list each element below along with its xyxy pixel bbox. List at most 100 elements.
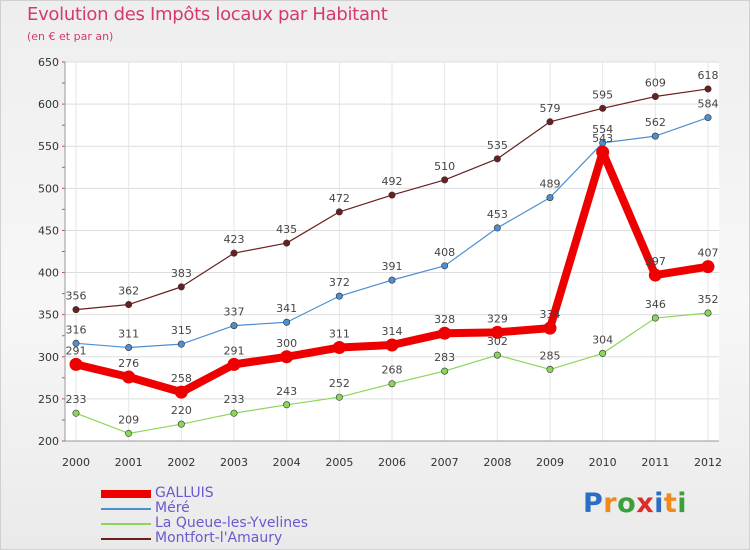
data-point — [72, 339, 80, 347]
data-point — [125, 301, 133, 309]
data-point — [283, 239, 291, 247]
data-label: 291 — [66, 344, 87, 357]
data-point — [441, 262, 449, 270]
brand-letter: i — [677, 488, 688, 519]
data-label: 220 — [171, 404, 192, 417]
proxiti-logo: Proxiti — [583, 488, 687, 519]
x-tick-label: 2012 — [694, 456, 722, 469]
data-point — [72, 306, 80, 314]
data-label: 209 — [118, 413, 139, 426]
data-point — [230, 409, 238, 417]
data-point — [227, 357, 241, 371]
y-tick-label: 250 — [38, 393, 59, 406]
data-point — [599, 104, 607, 112]
legend: GALLUIS Méré La Queue-les-Yvelines Montfort… — [101, 485, 361, 547]
data-label: 315 — [171, 324, 192, 337]
data-point — [335, 393, 343, 401]
y-tick-label: 300 — [38, 351, 59, 364]
y-tick-label: 400 — [38, 267, 59, 280]
data-label: 268 — [382, 364, 403, 377]
chart-title: Evolution des Impôts locaux par Habitant — [27, 4, 388, 25]
data-label: 595 — [592, 88, 613, 101]
data-label: 535 — [487, 139, 508, 152]
brand-letter: t — [663, 488, 678, 519]
data-label: 435 — [276, 223, 297, 236]
data-point — [704, 85, 712, 93]
x-tick-label: 2005 — [325, 456, 353, 469]
legend-item: Méré — [101, 500, 361, 517]
data-point — [490, 325, 504, 339]
data-point — [441, 176, 449, 184]
data-point — [651, 314, 659, 322]
data-point — [704, 309, 712, 317]
data-point — [280, 350, 294, 364]
data-point — [230, 249, 238, 257]
data-label: 311 — [329, 328, 350, 341]
data-label: 356 — [66, 290, 87, 303]
data-point — [125, 429, 133, 437]
data-point — [651, 93, 659, 101]
data-label: 618 — [698, 69, 719, 82]
data-point — [230, 322, 238, 330]
data-point — [441, 367, 449, 375]
x-tick-label: 2009 — [536, 456, 564, 469]
data-label: 311 — [118, 328, 139, 341]
data-point — [493, 351, 501, 359]
data-label: 285 — [540, 349, 561, 362]
data-label: 276 — [118, 357, 139, 370]
data-point — [177, 283, 185, 291]
data-point — [596, 145, 610, 159]
data-point — [332, 341, 346, 355]
data-label: 362 — [118, 285, 139, 298]
data-label: 510 — [434, 160, 455, 173]
x-tick-label: 2000 — [62, 456, 90, 469]
data-label: 453 — [487, 208, 508, 221]
y-tick-label: 650 — [38, 56, 59, 69]
y-tick-label: 350 — [38, 309, 59, 322]
data-label: 314 — [382, 325, 403, 338]
data-label: 489 — [540, 178, 561, 191]
data-point — [283, 401, 291, 409]
data-label: 562 — [645, 116, 666, 129]
data-label: 304 — [592, 333, 613, 346]
data-point — [177, 420, 185, 428]
data-point — [651, 132, 659, 140]
legend-label: Méré — [155, 500, 190, 516]
data-label: 397 — [645, 255, 666, 268]
y-tick-label: 550 — [38, 140, 59, 153]
data-label: 352 — [698, 293, 719, 306]
data-point — [701, 260, 715, 274]
chart-subtitle: (en € et par an) — [27, 30, 114, 43]
data-label: 579 — [540, 102, 561, 115]
data-label: 543 — [592, 132, 613, 145]
x-tick-label: 2002 — [167, 456, 195, 469]
x-tick-label: 2008 — [483, 456, 511, 469]
data-point — [335, 208, 343, 216]
data-label: 233 — [66, 393, 87, 406]
brand-letter: i — [654, 488, 664, 519]
data-label: 408 — [434, 246, 455, 259]
x-tick-label: 2001 — [115, 456, 143, 469]
data-label: 243 — [276, 385, 297, 398]
data-point — [546, 118, 554, 126]
y-tick-label: 600 — [38, 98, 59, 111]
legend-item: GALLUIS — [101, 485, 361, 502]
data-label: 328 — [434, 313, 455, 326]
data-label: 258 — [171, 372, 192, 385]
x-tick-label: 2003 — [220, 456, 248, 469]
data-label: 492 — [382, 175, 403, 188]
brand-letter: x — [636, 488, 655, 519]
data-label: 554 — [592, 123, 613, 136]
data-point — [388, 191, 396, 199]
data-label: 391 — [382, 260, 403, 273]
data-label: 337 — [224, 306, 245, 319]
data-label: 584 — [698, 98, 719, 111]
data-label: 609 — [645, 77, 666, 90]
data-label: 423 — [224, 233, 245, 246]
data-label: 407 — [698, 247, 719, 260]
data-point — [122, 370, 136, 384]
y-tick-label: 500 — [38, 182, 59, 195]
data-point — [546, 365, 554, 373]
legend-swatch — [101, 538, 151, 540]
